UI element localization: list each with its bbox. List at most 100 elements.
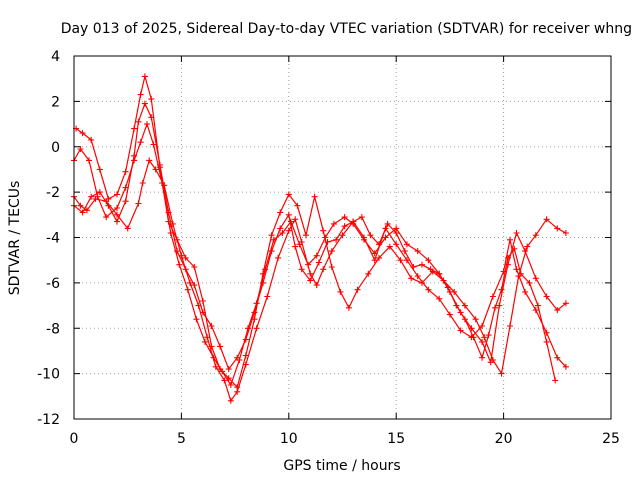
data-point — [122, 168, 129, 175]
data-point — [114, 191, 120, 198]
data-point — [139, 180, 146, 186]
data-point — [260, 279, 266, 286]
data-point — [165, 209, 172, 216]
data-point — [307, 270, 314, 277]
data-point — [174, 248, 181, 255]
data-point — [436, 270, 443, 277]
data-point — [532, 307, 539, 314]
data-point — [504, 254, 511, 261]
y-tick-label: -6 — [46, 276, 60, 292]
data-point — [294, 202, 301, 209]
data-point — [193, 316, 200, 323]
data-point — [524, 243, 531, 250]
data-point — [137, 91, 144, 98]
data-point — [345, 304, 352, 311]
x-tick-label: 15 — [387, 431, 405, 447]
data-point — [144, 121, 150, 128]
data-point — [498, 286, 505, 293]
data-point — [376, 241, 382, 248]
data-point — [436, 295, 443, 302]
data-point — [202, 338, 208, 345]
data-point — [234, 354, 241, 361]
data-point — [148, 96, 155, 103]
data-point — [307, 277, 314, 284]
data-point — [292, 216, 299, 223]
x-axis-label: GPS time / hours — [283, 458, 400, 474]
data-point — [88, 193, 95, 200]
data-point — [141, 100, 148, 107]
data-point — [303, 232, 309, 239]
data-point — [199, 309, 206, 316]
data-point — [279, 230, 286, 236]
data-point — [268, 232, 275, 239]
x-tick-label: 0 — [70, 431, 79, 447]
data-point — [339, 232, 346, 239]
data-point — [105, 195, 112, 202]
data-point — [492, 304, 498, 311]
data-point — [554, 307, 561, 314]
data-point — [425, 286, 432, 293]
data-point — [507, 323, 513, 329]
data-point — [79, 209, 86, 216]
data-point — [94, 193, 101, 200]
data-point — [472, 316, 479, 323]
data-point — [96, 189, 103, 196]
data-point — [479, 354, 486, 361]
data-point — [425, 257, 432, 264]
data-point — [285, 191, 292, 198]
y-tick-label: 0 — [51, 140, 60, 156]
data-point — [485, 332, 492, 339]
data-point — [187, 279, 193, 286]
y-axis-label: SDTVAR / TECUs — [7, 181, 23, 296]
data-point — [208, 323, 215, 329]
data-point — [305, 261, 312, 268]
data-point — [358, 214, 365, 221]
data-point — [350, 218, 357, 225]
data-point — [513, 230, 520, 236]
data-point — [535, 302, 541, 309]
data-point — [328, 248, 335, 255]
data-point — [526, 279, 533, 286]
data-point — [457, 327, 464, 334]
data-point — [212, 363, 219, 370]
data-point — [393, 241, 400, 248]
y-tick-label: -2 — [46, 185, 60, 201]
data-point — [470, 334, 477, 341]
y-tick-label: 4 — [51, 49, 60, 65]
data-point — [77, 202, 84, 209]
series-track-b — [71, 121, 569, 388]
data-point — [333, 236, 340, 243]
data-point — [86, 157, 92, 164]
data-point — [225, 366, 232, 373]
data-point — [292, 243, 299, 250]
data-point — [135, 118, 142, 125]
data-point — [341, 223, 348, 230]
data-point — [371, 250, 378, 257]
data-point — [393, 230, 400, 236]
data-point — [156, 161, 163, 168]
data-point — [146, 157, 153, 164]
data-point — [498, 370, 505, 377]
data-point — [114, 205, 120, 211]
x-tick-label: 5 — [177, 431, 186, 447]
data-point — [419, 279, 425, 286]
data-point — [419, 261, 425, 268]
data-point — [522, 288, 529, 295]
data-point — [182, 254, 189, 261]
data-point — [410, 264, 417, 270]
data-point — [330, 220, 337, 227]
data-point — [324, 239, 331, 245]
data-point — [217, 366, 224, 373]
data-point — [451, 288, 458, 295]
x-tick-label: 10 — [280, 431, 298, 447]
data-point — [285, 211, 292, 218]
data-point — [234, 384, 241, 391]
x-axis-tick-labels: 0 5 10 15 20 25 — [70, 431, 620, 447]
data-point — [554, 354, 561, 361]
data-point — [150, 141, 157, 148]
data-point — [532, 275, 539, 282]
data-point — [397, 257, 404, 264]
data-point — [114, 218, 120, 225]
data-point — [176, 261, 183, 268]
